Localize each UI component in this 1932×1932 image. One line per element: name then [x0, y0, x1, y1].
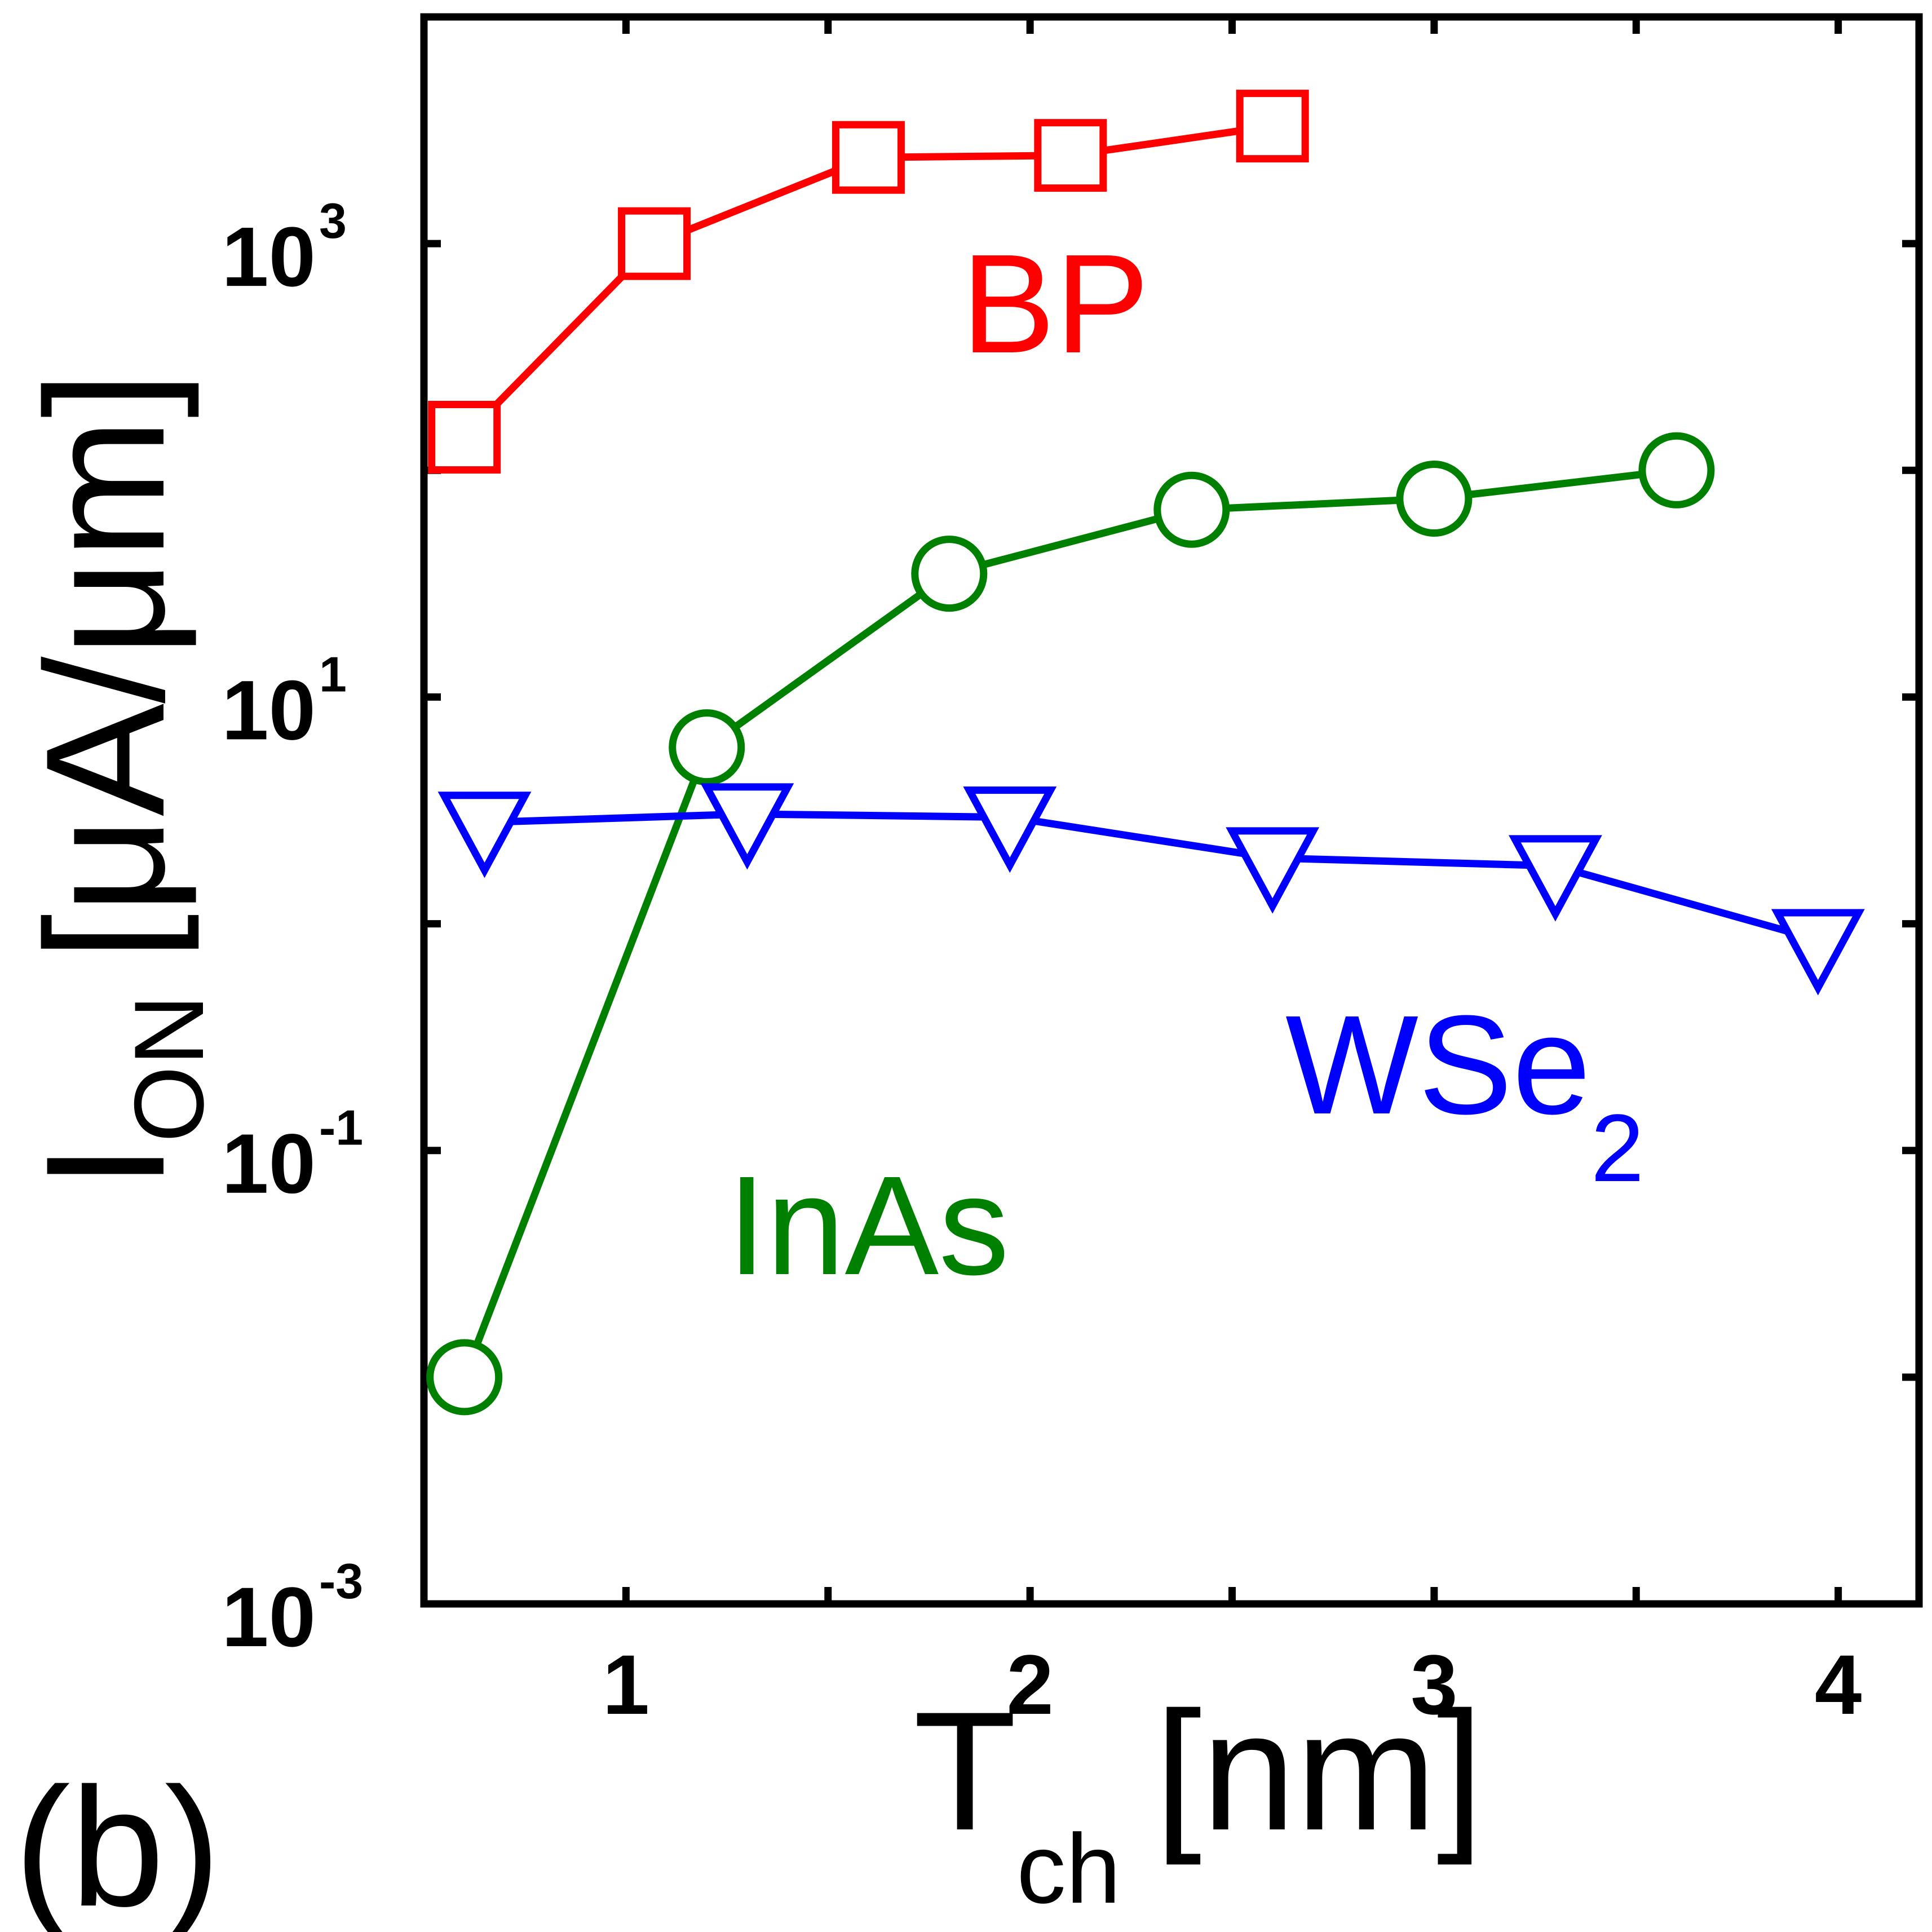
data-point-wse2 [1226, 827, 1320, 914]
data-point-inas [911, 536, 988, 612]
data-point-bp [832, 121, 905, 194]
y-tick-label-base: 10 [222, 1116, 316, 1211]
y-tick-label-exponent: -1 [319, 1100, 363, 1156]
y-tick-label-exponent: 3 [319, 193, 347, 249]
y-tick-label: 10 3 [222, 193, 347, 304]
y-tick-label-base: 10 [222, 662, 316, 757]
data-point-inas [426, 1339, 503, 1416]
y-axis-title-units: [μA/μm] [10, 371, 201, 961]
y-tick-label-exponent: 1 [319, 646, 347, 702]
data-point-wse2 [437, 792, 532, 878]
series-label-wse2: WSe2 [1285, 986, 1644, 1202]
panel-label: (b) [14, 1752, 221, 1932]
series-label-inas: InAs [727, 1147, 1009, 1304]
x-tick-label: 3 [1411, 1637, 1457, 1732]
data-point-inas [669, 709, 745, 786]
x-axis-tick-labels: 1 2 3 4 [603, 1637, 1862, 1732]
series-layer [426, 90, 1865, 1416]
x-axis-title-subscript: ch [1016, 1814, 1121, 1924]
series-line-wse2 [484, 810, 1819, 944]
y-tick-label-exponent: -3 [319, 1553, 363, 1609]
series-wse2 [437, 783, 1865, 996]
data-point-inas [1396, 461, 1473, 537]
data-point-bp [618, 207, 691, 280]
y-axis-title: ION [μA/μm] [10, 371, 224, 1190]
series-label-bp: BP [961, 225, 1150, 382]
data-point-bp [1236, 90, 1309, 163]
y-tick-label: 10 1 [222, 646, 347, 757]
series-label-wse2-base: WSe [1285, 986, 1591, 1143]
data-point-wse2 [1771, 909, 1865, 996]
data-point-wse2 [700, 783, 794, 870]
x-tick-label: 4 [1815, 1637, 1862, 1732]
x-tick-label: 1 [603, 1637, 649, 1732]
x-axis-title-units: [nm] [1155, 1676, 1483, 1867]
y-tick-label: 10 -1 [222, 1100, 363, 1211]
y-tick-label: 10 -3 [222, 1553, 363, 1664]
x-axis-title: Tch [nm] [913, 1676, 1484, 1924]
y-axis-title-subscript: ON [114, 994, 224, 1143]
x-axis-ticks [420, 17, 1842, 1604]
y-axis-ticks [424, 240, 1919, 1608]
data-point-bp [428, 401, 501, 474]
series-bp [428, 90, 1309, 474]
y-tick-label-base: 10 [222, 1570, 316, 1664]
x-axis-title-main: T [913, 1676, 1016, 1865]
x-tick-label: 2 [1006, 1637, 1053, 1732]
data-point-inas [1153, 471, 1230, 548]
data-point-bp [1034, 119, 1107, 192]
series-label-wse2-subscript: 2 [1591, 1095, 1644, 1202]
data-point-inas [1638, 432, 1715, 509]
data-point-wse2 [963, 786, 1057, 873]
y-axis-title-main: I [10, 1143, 200, 1190]
y-tick-label-base: 10 [222, 209, 316, 304]
data-point-wse2 [1509, 835, 1602, 922]
series-line-inas [461, 466, 1677, 1379]
series-inas [426, 432, 1715, 1416]
plot-area-frame [420, 13, 1923, 1608]
